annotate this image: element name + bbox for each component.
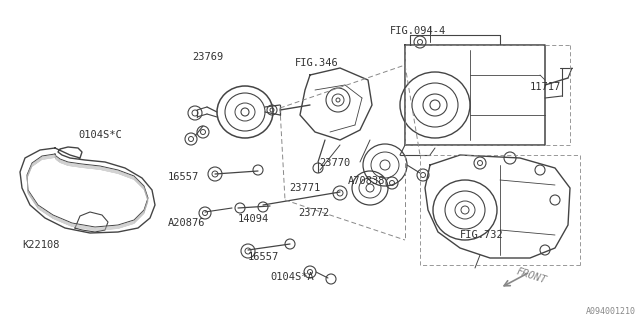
Text: 0104S*A: 0104S*A [270,272,314,282]
Text: A70838: A70838 [348,176,385,186]
Text: 16557: 16557 [168,172,199,182]
Text: A094001210: A094001210 [586,307,636,316]
Text: FRONT: FRONT [515,267,548,285]
Text: 23772: 23772 [298,208,329,218]
Text: 0104S*C: 0104S*C [78,130,122,140]
Text: 23771: 23771 [289,183,320,193]
Text: 14094: 14094 [238,214,269,224]
Text: 23769: 23769 [192,52,223,62]
Text: FIG.346: FIG.346 [295,58,339,68]
Text: 16557: 16557 [248,252,279,262]
Text: FIG.732: FIG.732 [460,230,504,240]
Text: A20876: A20876 [168,218,205,228]
Text: 23770: 23770 [319,158,350,168]
Text: 11717: 11717 [530,82,561,92]
Text: FIG.094-4: FIG.094-4 [390,26,446,36]
Text: K22108: K22108 [22,240,60,250]
